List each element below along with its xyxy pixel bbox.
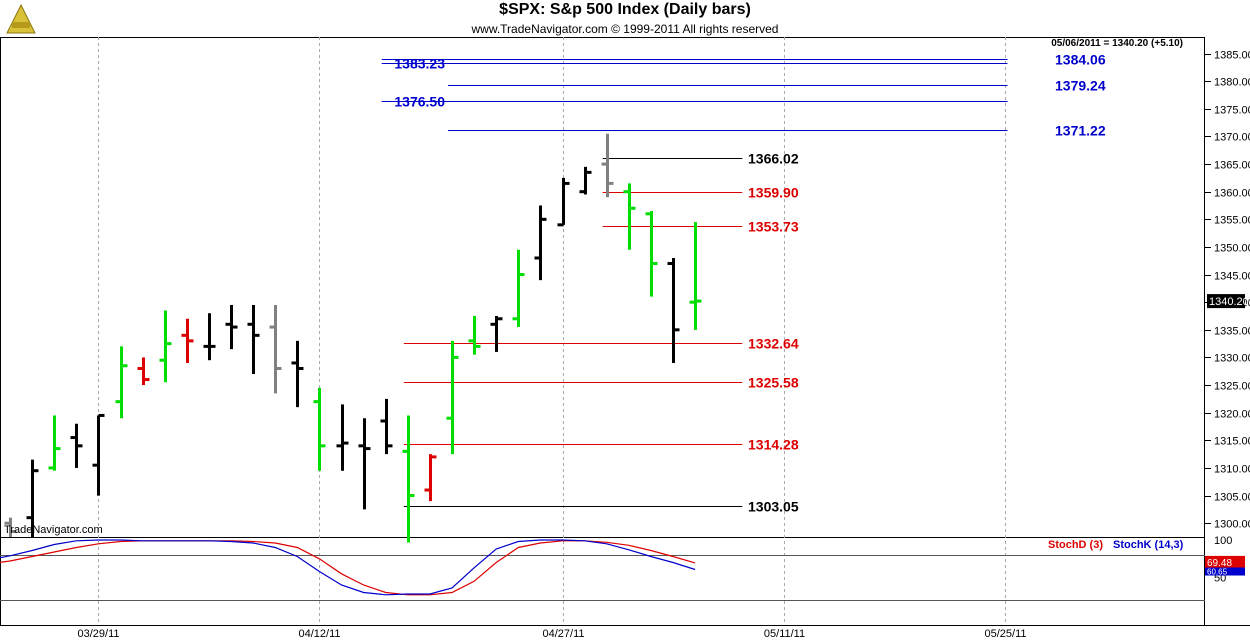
level-label: 1366.02: [748, 151, 799, 167]
price-tick-label: 1330.00: [1214, 353, 1250, 365]
level-label: 1384.06: [1055, 52, 1106, 68]
price-tick-label: 1375.00: [1214, 105, 1250, 117]
stoch-k-line: [0, 539, 696, 596]
price-tick-label: 1385.00: [1214, 50, 1250, 62]
price-tick-label: 1315.00: [1214, 436, 1250, 448]
price-tick-label: 1335.00: [1214, 326, 1250, 338]
date-label: 05/11/11: [764, 628, 805, 640]
price-tick-label: 1355.00: [1214, 215, 1250, 227]
stoch-d-legend: StochD (3): [1048, 539, 1103, 551]
level-label: 1314.28: [748, 437, 799, 453]
level-label: 1303.05: [748, 499, 799, 515]
level-label: 1379.24: [1055, 78, 1106, 94]
price-tick-label: 1305.00: [1214, 492, 1250, 504]
price-tick-label: 1370.00: [1214, 132, 1250, 144]
level-label: 1371.22: [1055, 123, 1106, 139]
price-tick-label: 1360.00: [1214, 188, 1250, 200]
stoch-tick-label: 100: [1214, 535, 1232, 547]
level-label: 1332.64: [748, 336, 799, 352]
stoch-k-legend: StochK (14,3): [1113, 539, 1184, 551]
watermark-text: TradeNavigator.com: [4, 524, 103, 536]
date-label: 04/12/11: [298, 628, 340, 640]
date-label: 04/27/11: [542, 628, 584, 640]
level-label: 1353.73: [748, 219, 799, 235]
date-label: 03/29/11: [77, 628, 119, 640]
price-tick-label: 1380.00: [1214, 77, 1250, 89]
last-info-text: 05/06/2011 = 1340.20 (+5.10): [1051, 38, 1183, 49]
stoch-d-value: 69.48: [1207, 558, 1232, 569]
price-tick-label: 1320.00: [1214, 409, 1250, 421]
price-tick-label: 1310.00: [1214, 464, 1250, 476]
stoch-d-value-box: [1205, 555, 1245, 568]
last-price-label: 1340.20: [1209, 296, 1249, 308]
stoch-k-value: 60.65: [1207, 568, 1228, 577]
price-tick-label: 1350.00: [1214, 243, 1250, 255]
level-label: 1359.90: [748, 185, 799, 201]
stoch-k-value-box: [1205, 567, 1245, 576]
price-tick-label: 1345.00: [1214, 271, 1250, 283]
level-label: 1325.58: [748, 375, 799, 391]
price-tick-label: 1325.00: [1214, 381, 1250, 393]
date-label: 05/25/11: [984, 628, 1026, 640]
price-tick-label: 1300.00: [1214, 519, 1250, 531]
level-label: 1383.23: [394, 56, 445, 72]
trade-navigator-logo: [4, 3, 38, 35]
chart-title: $SPX: S&p 500 Index (Daily bars): [499, 1, 751, 18]
last-price-box: [1207, 294, 1245, 309]
chart-subtitle: www.TradeNavigator.com © 1999-2011 All r…: [471, 22, 779, 36]
level-label: 1376.50: [394, 94, 445, 110]
price-tick-label: 1365.00: [1214, 160, 1250, 172]
